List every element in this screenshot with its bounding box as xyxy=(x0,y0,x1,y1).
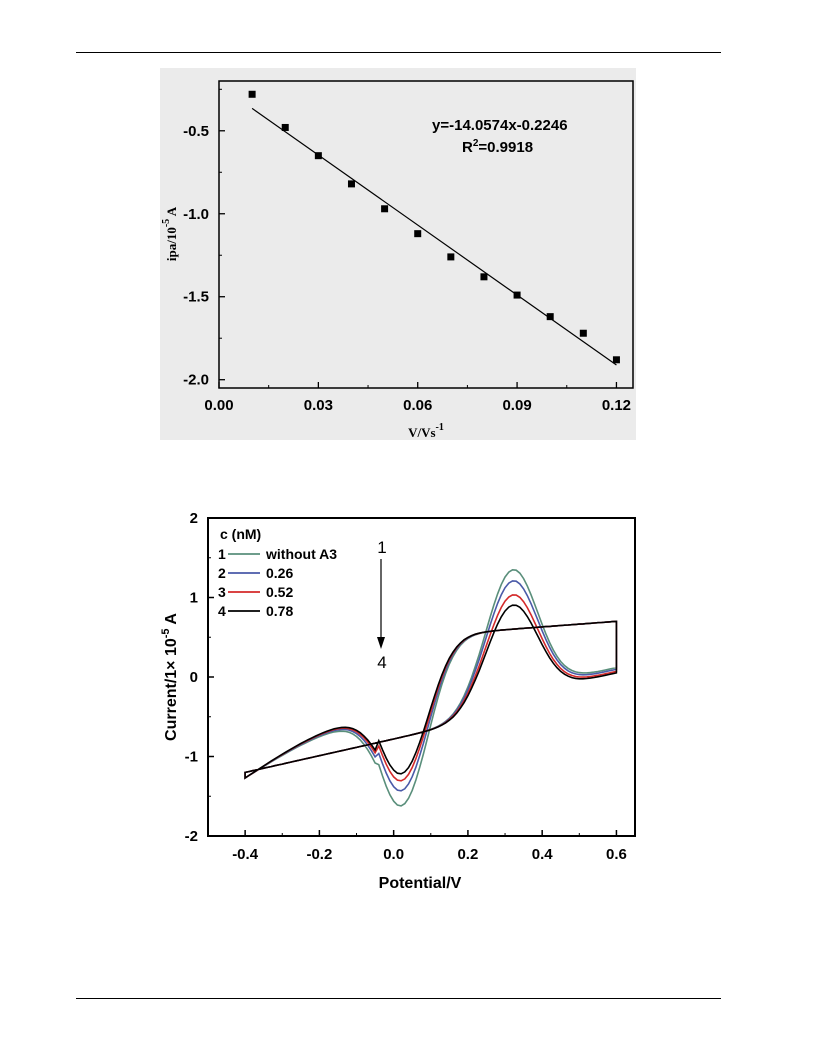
y-tick-label: -2.0 xyxy=(183,372,209,389)
data-point xyxy=(480,273,488,281)
y-tick-label: 1 xyxy=(190,590,198,607)
cv-curve-4 xyxy=(244,604,618,780)
y-tick-label: -1.0 xyxy=(183,206,209,223)
legend-number: 3 xyxy=(218,584,226,600)
fit-equation: y=-14.0574x-0.2246 xyxy=(432,117,568,134)
legend-number: 1 xyxy=(218,546,226,562)
x-tick-label: -0.2 xyxy=(306,846,332,863)
data-point xyxy=(248,90,256,98)
x-tick-label: 0.0 xyxy=(383,846,404,863)
legend-number: 4 xyxy=(218,603,226,619)
data-point xyxy=(381,205,389,213)
legend-number: 2 xyxy=(218,565,226,581)
linear-fit-chart: 0.00 0.03 0.06 0.09 0.12 -2.0 -1.5 -1.0 -0.5 y=-1… xyxy=(160,68,636,440)
cyclic-voltammogram-chart-svg: -0.4 -0.2 0.0 0.2 0.4 0.6 -2 -1 0 1 2 c (nM) 1 withou… xyxy=(160,510,636,892)
x-tick-label: -0.4 xyxy=(232,846,259,863)
arrow-end-label: 4 xyxy=(377,653,386,672)
data-point xyxy=(612,356,620,364)
y-tick-label: 2 xyxy=(190,510,198,527)
x-tick-label: 0.12 xyxy=(602,397,631,414)
data-point xyxy=(447,253,455,261)
plot-frame xyxy=(218,80,634,389)
x-tick-label: 0.06 xyxy=(403,397,432,414)
y-axis-label: Current/1× 10-5 A xyxy=(160,613,180,741)
x-tick-label: 0.09 xyxy=(502,397,531,414)
cv-curve-3 xyxy=(244,594,618,782)
fit-line xyxy=(251,107,617,366)
legend-label: 0.78 xyxy=(266,603,293,619)
linear-fit-chart-svg: 0.00 0.03 0.06 0.09 0.12 -2.0 -1.5 -1.0 -0.5 y=-1… xyxy=(161,80,634,440)
arrow-start-label: 1 xyxy=(377,538,386,557)
x-tick-label: 0.00 xyxy=(204,397,233,414)
data-point xyxy=(546,313,554,321)
r-squared-label: R2=0.9918 xyxy=(462,138,533,156)
x-axis-label: V/Vs-1 xyxy=(408,422,444,440)
x-axis-label: Potential/V xyxy=(379,875,462,892)
header-rule xyxy=(76,52,721,53)
y-axis-label: ipa/10-5 A xyxy=(161,206,179,261)
data-point xyxy=(513,291,521,299)
footer-rule xyxy=(76,998,721,999)
y-tick-label: -0.5 xyxy=(183,123,209,140)
x-tick-label: 0.03 xyxy=(304,397,333,414)
legend-label: 0.26 xyxy=(266,565,293,581)
legend-label: without A3 xyxy=(265,546,337,562)
legend-title: c (nM) xyxy=(220,526,261,542)
data-point xyxy=(314,152,322,160)
data-point xyxy=(281,123,289,131)
y-tick-label: -1 xyxy=(185,749,198,766)
data-point xyxy=(347,180,355,188)
legend-label: 0.52 xyxy=(266,584,293,600)
y-tick-label: -2 xyxy=(185,828,198,845)
data-point xyxy=(579,329,587,337)
data-point xyxy=(414,230,422,238)
trend-arrow-head xyxy=(377,637,385,649)
x-tick-label: 0.6 xyxy=(606,846,627,863)
x-tick-label: 0.4 xyxy=(532,846,554,863)
x-tick-label: 0.2 xyxy=(457,846,478,863)
y-tick-label: 0 xyxy=(190,669,198,686)
cv-curve-1 xyxy=(244,568,618,807)
cyclic-voltammogram-chart: -0.4 -0.2 0.0 0.2 0.4 0.6 -2 -1 0 1 2 c (nM) 1 withou… xyxy=(150,505,650,900)
y-tick-label: -1.5 xyxy=(183,289,209,306)
